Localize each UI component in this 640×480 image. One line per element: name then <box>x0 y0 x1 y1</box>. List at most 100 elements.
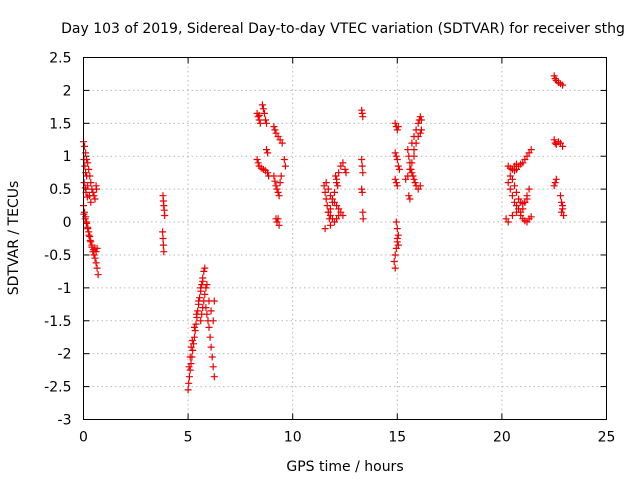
data-point <box>85 165 93 173</box>
data-point <box>190 323 198 331</box>
data-point <box>93 185 100 193</box>
data-point <box>406 165 414 173</box>
data-point <box>263 119 270 127</box>
data-point <box>201 290 209 298</box>
y-tick-label: -0.5 <box>44 248 71 264</box>
data-point <box>210 373 218 381</box>
data-point <box>87 179 95 187</box>
data-point <box>335 169 343 177</box>
data-point <box>80 179 88 187</box>
data-point <box>275 192 283 200</box>
data-point <box>391 149 399 157</box>
data-point <box>93 244 101 252</box>
data-point <box>404 146 412 154</box>
data-point <box>82 219 90 227</box>
data-point <box>262 116 269 124</box>
data-point <box>83 172 91 180</box>
data-point <box>85 231 93 239</box>
data-point <box>324 185 332 193</box>
data-point <box>395 165 403 173</box>
data-point <box>254 113 262 121</box>
gridlines <box>83 57 607 420</box>
y-tick-label: -2.5 <box>44 380 71 396</box>
y-tick-label: 1 <box>63 149 72 165</box>
data-point <box>259 105 267 113</box>
data-point <box>255 111 263 119</box>
y-axis-title: SDTVAR / TECUs <box>6 181 22 296</box>
data-point <box>410 146 418 154</box>
data-point <box>339 159 347 167</box>
data-point <box>394 162 402 170</box>
data-point <box>199 277 207 285</box>
data-point <box>264 169 272 177</box>
data-point <box>185 363 193 371</box>
data-point <box>410 152 418 160</box>
data-point <box>203 281 211 289</box>
data-point <box>326 221 334 229</box>
data-point <box>91 195 99 203</box>
data-point <box>194 307 202 315</box>
data-point <box>270 123 278 131</box>
data-point <box>392 179 400 187</box>
data-point <box>192 320 200 328</box>
data-point <box>393 182 401 190</box>
x-tick-label: 0 <box>79 430 88 446</box>
data-point <box>527 213 535 221</box>
data-point <box>342 169 350 177</box>
data-point <box>253 156 261 163</box>
data-point <box>94 271 102 279</box>
data-point <box>393 156 401 163</box>
data-point <box>412 139 420 147</box>
data-point <box>394 241 402 249</box>
data-point <box>81 162 89 170</box>
data-point <box>184 386 192 394</box>
data-point <box>416 182 424 190</box>
data-point <box>277 172 285 180</box>
y-tick-label: 2.5 <box>49 51 71 67</box>
data-point <box>332 172 340 180</box>
data-point <box>393 126 401 134</box>
data-point <box>87 238 95 246</box>
data-point <box>271 177 279 185</box>
data-point <box>323 202 331 210</box>
data-point <box>86 237 94 244</box>
x-tick-label: 5 <box>184 430 193 446</box>
data-point <box>274 188 282 196</box>
data-point <box>558 198 565 206</box>
data-point <box>391 264 399 272</box>
data-point <box>394 231 402 239</box>
data-point <box>256 119 264 127</box>
data-point <box>550 136 558 144</box>
data-point <box>93 264 101 272</box>
x-tick-label: 25 <box>598 430 616 446</box>
data-point <box>207 307 215 315</box>
data-point <box>186 353 194 361</box>
data-point <box>205 323 213 331</box>
data-point <box>359 113 367 121</box>
y-tick-label: 1.5 <box>49 116 71 132</box>
data-point <box>358 162 366 170</box>
data-point <box>527 146 535 154</box>
data-point <box>550 182 558 190</box>
data-point <box>504 179 512 187</box>
y-tick-label: -2 <box>58 347 72 363</box>
data-point <box>358 188 366 196</box>
data-point <box>410 175 418 183</box>
data-point <box>91 254 99 262</box>
data-point <box>414 119 422 127</box>
data-point <box>81 215 89 223</box>
data-point <box>513 188 520 196</box>
data-point <box>197 317 205 325</box>
y-tick-labels: -3 -2.5 -2 -1.5 -1 -0.5 0 0.5 1 1.5 2 2.5 <box>44 51 71 429</box>
x-axis-title: GPS time / hours <box>286 459 403 475</box>
data-point <box>359 215 367 223</box>
data-point <box>185 373 193 381</box>
data-point <box>416 129 424 137</box>
data-point <box>92 259 100 267</box>
x-tick-label: 10 <box>284 430 302 446</box>
data-point <box>88 241 96 249</box>
data-point <box>406 195 414 203</box>
data-point <box>271 126 279 134</box>
data-point <box>81 142 88 150</box>
